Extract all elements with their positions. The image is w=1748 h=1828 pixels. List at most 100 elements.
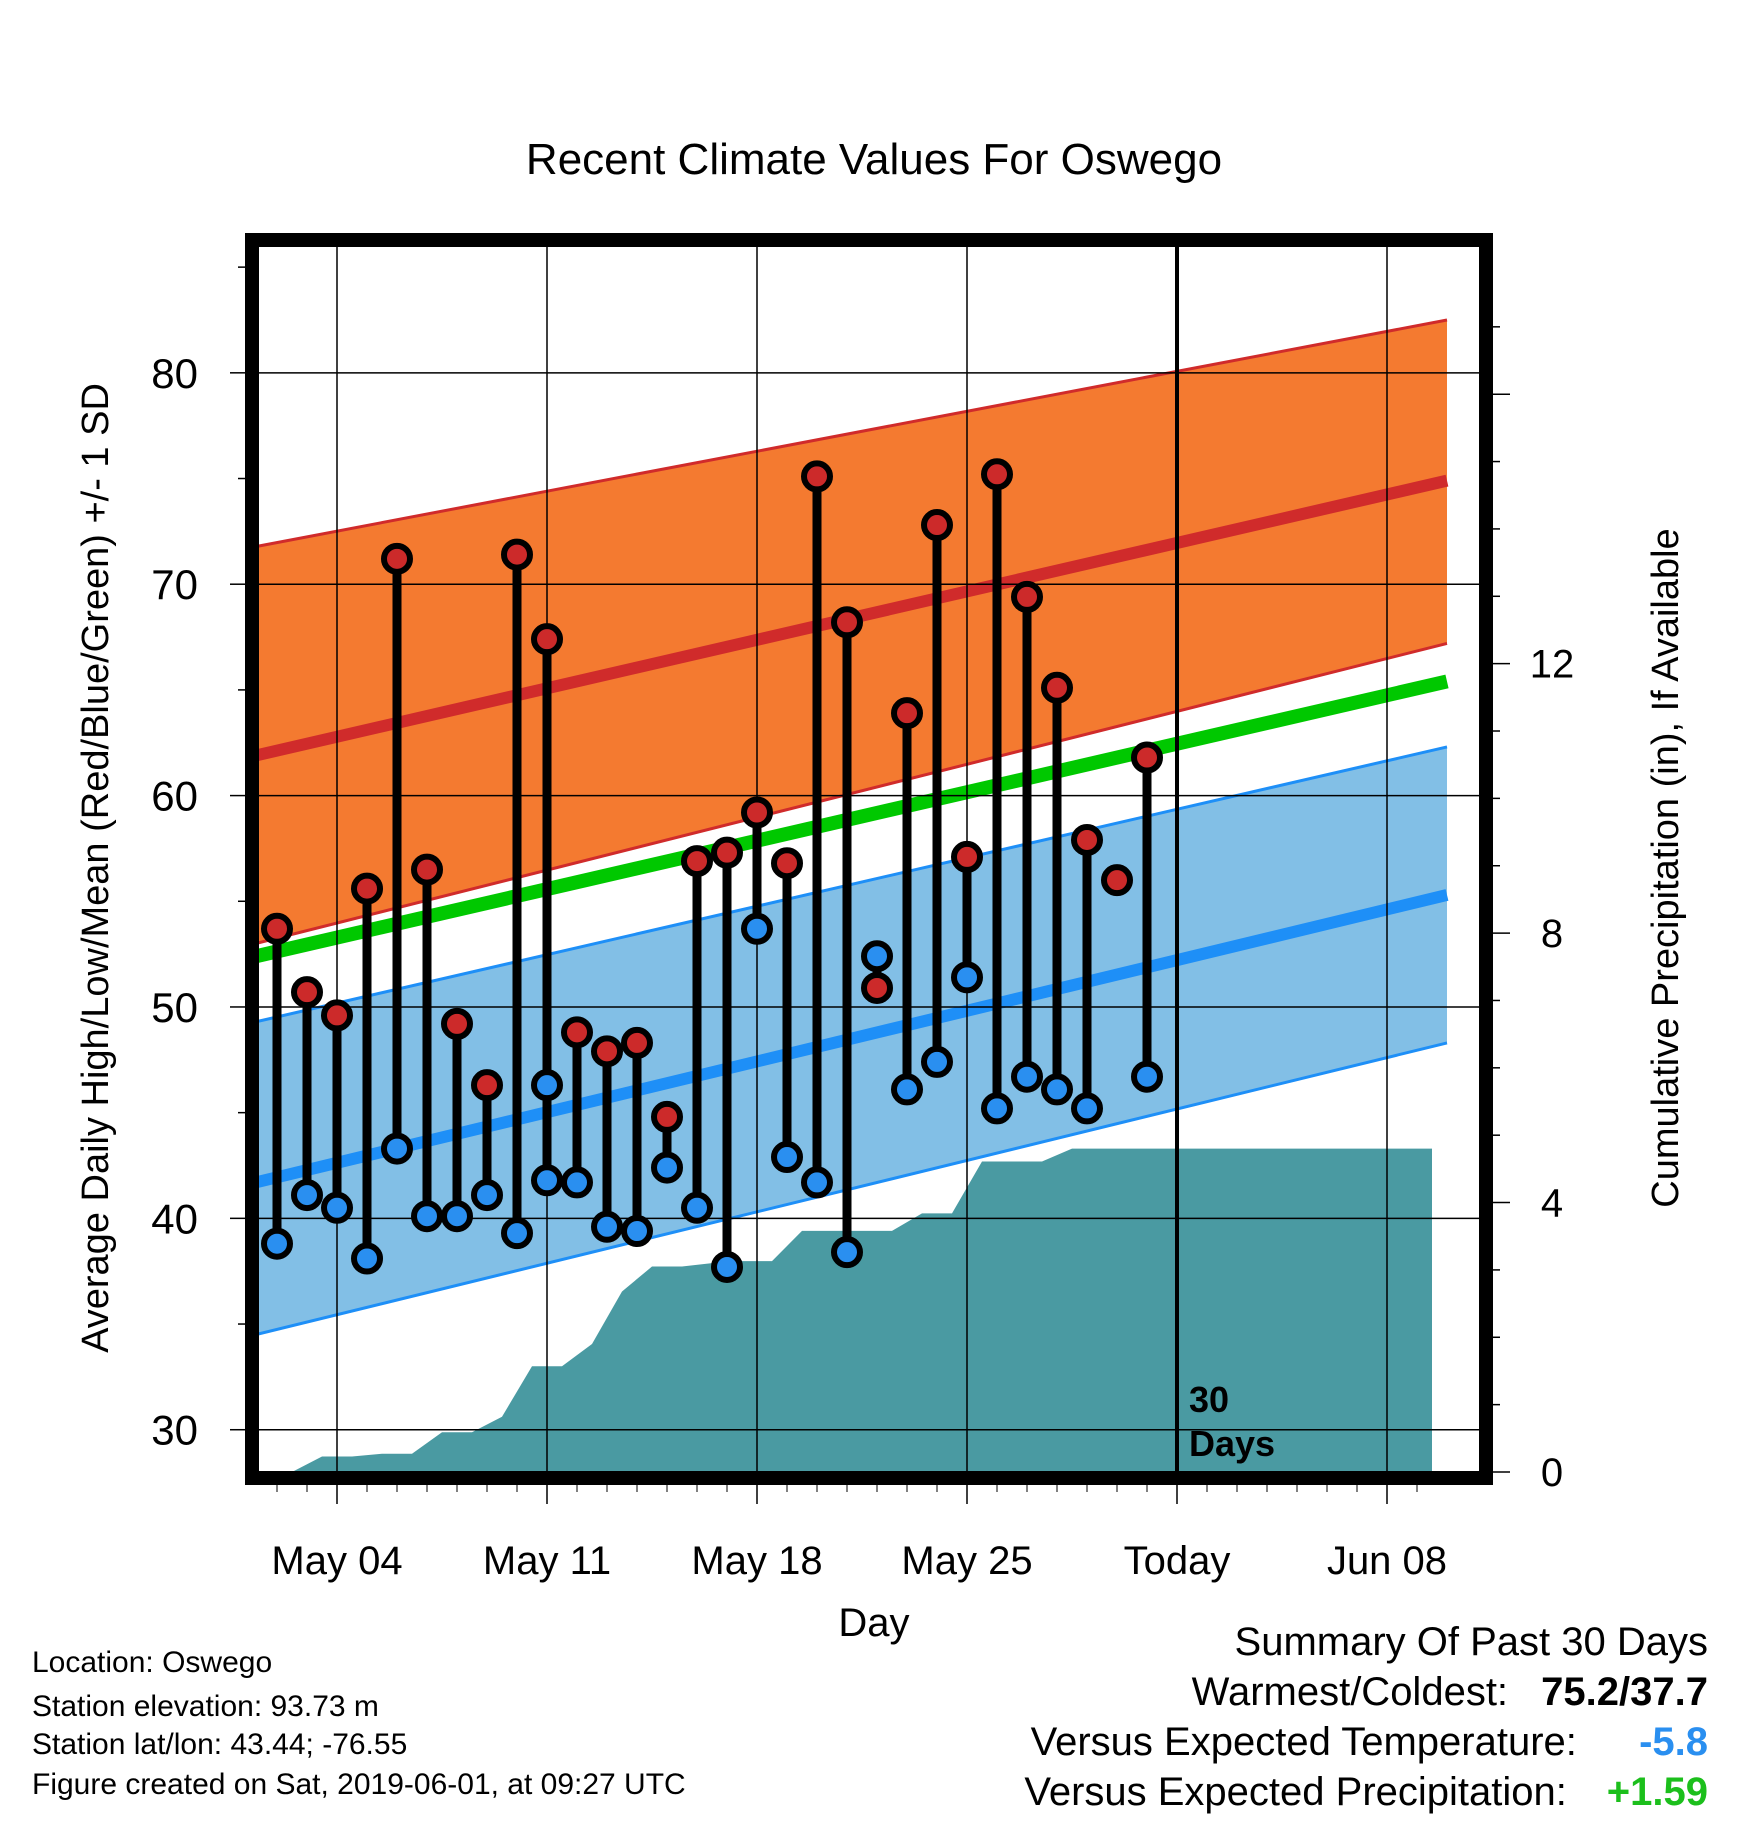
- station-info: Location: Oswego Station elevation: 93.7…: [32, 1646, 686, 1802]
- daily-low-point: [921, 1045, 953, 1078]
- daily-low-point: [321, 1191, 353, 1224]
- daily-low-point: [411, 1200, 443, 1233]
- daily-high-point: [831, 606, 863, 639]
- x-axis-title: Day: [838, 1601, 909, 1645]
- daily-low-point: [1011, 1060, 1043, 1093]
- y-tick-label: 30: [151, 1407, 198, 1454]
- y2-tick-label: 0: [1541, 1451, 1563, 1495]
- location-text: Location: Oswego: [32, 1646, 273, 1679]
- created-text: Figure created on Sat, 2019-06-01, at 09…: [32, 1768, 686, 1801]
- daily-low-point: [981, 1092, 1013, 1125]
- summary-precip: Versus Expected Precipitation: +1.59: [1024, 1770, 1708, 1815]
- daily-high-point: [741, 796, 773, 829]
- high-sd-band-upper-edge: [258, 318, 1448, 548]
- daily-low-point: [351, 1242, 383, 1275]
- daily-high-point: [951, 840, 983, 873]
- today-annotation-line2: Days: [1189, 1423, 1275, 1464]
- daily-low-point: [381, 1132, 413, 1165]
- daily-high-point: [381, 542, 413, 575]
- y-axis-title: Average Daily High/Low/Mean (Red/Blue/Gr…: [75, 383, 117, 1353]
- daily-low-point: [891, 1073, 923, 1106]
- daily-low-point: [711, 1250, 743, 1283]
- daily-high-point: [621, 1026, 653, 1059]
- daily-low-point: [441, 1200, 473, 1233]
- x-tick-label: May 18: [691, 1539, 822, 1583]
- daily-low-point: [651, 1151, 683, 1184]
- y-tick-label: 70: [151, 561, 198, 608]
- daily-high-point: [861, 971, 893, 1004]
- x-tick-label: May 04: [271, 1539, 402, 1583]
- summary-warm-cold: Warmest/Coldest: 75.2/37.7: [1192, 1670, 1708, 1715]
- daily-low-point: [591, 1210, 623, 1243]
- daily-high-point: [471, 1069, 503, 1102]
- daily-low-point: [291, 1179, 323, 1212]
- daily-low-point: [801, 1166, 833, 1199]
- daily-high-point: [1071, 823, 1103, 856]
- daily-high-point: [711, 836, 743, 869]
- daily-low-point: [621, 1215, 653, 1248]
- warm-cold-label: Warmest/Coldest:: [1191, 1670, 1509, 1714]
- daily-high-point: [531, 623, 563, 656]
- daily-high-point: [591, 1035, 623, 1068]
- x-tick-label: May 11: [483, 1539, 611, 1583]
- y2-tick-label: 12: [1530, 643, 1575, 687]
- latlon-text: Station lat/lon: 43.44; -76.55: [32, 1728, 408, 1761]
- chart-title: Recent Climate Values For Oswego: [526, 135, 1222, 184]
- daily-low-point: [861, 940, 893, 973]
- warm-cold-value: 75.2/37.7: [1541, 1670, 1708, 1714]
- daily-high-point: [441, 1007, 473, 1040]
- daily-high-point: [891, 697, 923, 730]
- daily-low-point: [951, 961, 983, 994]
- temp-label: Versus Expected Temperature:: [1030, 1720, 1577, 1764]
- y-tick-label: 40: [151, 1195, 198, 1242]
- daily-low-point: [561, 1166, 593, 1199]
- daily-high-point: [651, 1100, 683, 1133]
- x-tick-label: May 25: [901, 1539, 1032, 1583]
- daily-high-point: [981, 458, 1013, 491]
- daily-high-point: [261, 912, 293, 945]
- daily-low-point: [771, 1141, 803, 1174]
- temp-value: -5.8: [1639, 1720, 1708, 1764]
- daily-high-point: [771, 847, 803, 880]
- daily-low-point: [1041, 1073, 1073, 1106]
- daily-low-point: [501, 1217, 533, 1250]
- summary-title: Summary Of Past 30 Days: [1234, 1620, 1708, 1664]
- precip-value: +1.59: [1606, 1770, 1708, 1814]
- daily-high-point: [561, 1016, 593, 1049]
- daily-low-point: [471, 1179, 503, 1212]
- y2-tick-label: 4: [1541, 1182, 1563, 1226]
- daily-high-point: [411, 853, 443, 886]
- daily-high-point: [351, 872, 383, 905]
- daily-low-point: [531, 1164, 563, 1197]
- y2-axis-title: Cumulative Precipitation (in), If Availa…: [1645, 528, 1687, 1207]
- summary-temp: Versus Expected Temperature: -5.8: [1031, 1720, 1708, 1765]
- plot-frame: [245, 233, 1493, 1485]
- x-tick-label: Today: [1124, 1539, 1231, 1583]
- daily-high-point: [801, 460, 833, 493]
- daily-high-point: [681, 845, 713, 878]
- daily-high-point: [501, 538, 533, 571]
- daily-low-point: [681, 1191, 713, 1224]
- y-tick-label: 80: [151, 350, 198, 397]
- y-tick-label: 60: [151, 773, 198, 820]
- daily-low-point: [741, 912, 773, 945]
- daily-high-point: [1131, 741, 1163, 774]
- today-annotation-line1: 30: [1189, 1379, 1229, 1420]
- daily-high-point: [321, 999, 353, 1032]
- daily-high-point: [1011, 580, 1043, 613]
- precip-label: Versus Expected Precipitation:: [1024, 1770, 1567, 1814]
- x-tick-label: Jun 08: [1327, 1539, 1447, 1583]
- daily-low-point: [261, 1227, 293, 1260]
- daily-low-point: [831, 1236, 863, 1269]
- daily-high-point: [291, 976, 323, 1009]
- y-tick-label: 50: [151, 984, 198, 1031]
- daily-low-point: [1071, 1092, 1103, 1125]
- elevation-text: Station elevation: 93.73 m: [32, 1690, 379, 1723]
- daily-high-point: [1041, 671, 1073, 704]
- y2-tick-label: 8: [1541, 912, 1563, 956]
- daily-high-point: [921, 509, 953, 542]
- daily-high-point: [1101, 864, 1133, 897]
- cumulative-precip-area: [262, 1148, 1432, 1472]
- daily-low-point: [1131, 1060, 1163, 1093]
